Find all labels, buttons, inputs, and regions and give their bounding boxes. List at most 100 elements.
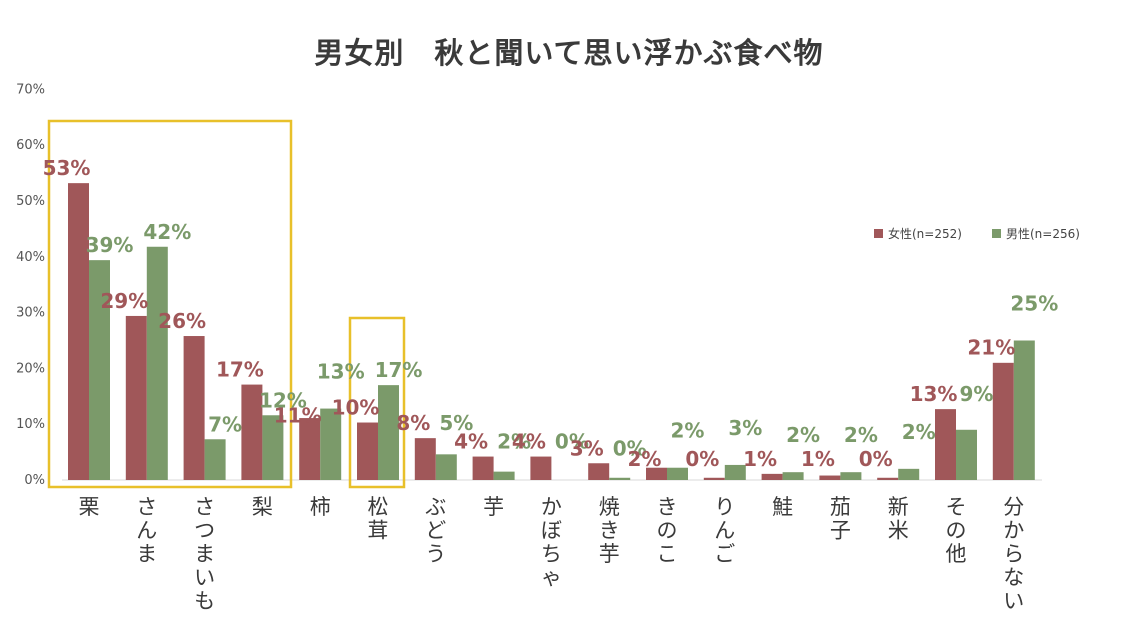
x-tick-char: 新	[888, 495, 909, 519]
x-tick-char: 分	[1003, 495, 1024, 519]
data-label: 3%	[570, 436, 604, 460]
bar-female	[761, 473, 783, 480]
data-label: 21%	[967, 336, 1015, 360]
x-tick-char: ぼ	[541, 519, 562, 543]
bar-male	[782, 472, 804, 480]
bar-male	[898, 468, 920, 480]
x-tick-char: ん	[714, 519, 735, 543]
y-tick-label: 10%	[16, 417, 45, 432]
bar-male	[840, 472, 862, 480]
data-label: 3%	[728, 416, 762, 440]
bar-female	[414, 438, 436, 480]
legend-label: 男性(n=256)	[1006, 227, 1080, 241]
x-tick-char: 松	[368, 495, 389, 519]
data-label: 11%	[274, 404, 322, 428]
data-label: 7%	[208, 412, 242, 436]
x-tick-char: な	[1003, 566, 1024, 590]
bar-female	[530, 456, 552, 480]
data-label: 8%	[396, 411, 430, 435]
x-tick-char: さ	[136, 495, 157, 519]
data-label: 5%	[439, 411, 473, 435]
data-label: 2%	[671, 419, 705, 443]
x-tick-char: ん	[136, 519, 157, 543]
legend-swatch	[992, 229, 1001, 238]
data-label: 13%	[317, 360, 365, 384]
data-label: 13%	[910, 382, 958, 406]
bar-male	[262, 415, 284, 480]
bar-male	[204, 439, 226, 480]
x-tick-char: 芋	[483, 495, 504, 519]
x-tick-char: 焼	[599, 495, 620, 519]
data-label: 26%	[158, 309, 206, 333]
x-tick-char: 茸	[368, 519, 389, 543]
x-tick-char: こ	[657, 542, 678, 566]
data-label: 9%	[960, 382, 994, 406]
bar-female	[299, 418, 321, 480]
legend-label: 女性(n=252)	[888, 226, 962, 241]
x-tick-char: 梨	[252, 495, 273, 519]
data-label: 0%	[859, 447, 893, 471]
x-tick-char: 他	[946, 542, 967, 566]
data-label: 2%	[628, 447, 662, 471]
bar-male	[435, 454, 457, 480]
data-label: 1%	[743, 447, 777, 471]
data-label: 2%	[844, 423, 878, 447]
y-tick-label: 30%	[16, 306, 45, 321]
x-tick-char: う	[425, 542, 446, 566]
bar-female	[703, 477, 725, 480]
bar-male	[724, 464, 746, 480]
x-tick-char: ま	[136, 542, 157, 566]
x-tick-char: き	[599, 519, 620, 543]
x-tick-char: ど	[425, 519, 446, 543]
data-label: 29%	[100, 289, 148, 313]
bar-male	[320, 408, 342, 480]
x-tick-char: ご	[714, 542, 735, 566]
x-tick-char: り	[714, 495, 735, 519]
x-tick-char: ゃ	[541, 566, 562, 590]
x-tick-char: い	[194, 566, 215, 590]
bar-male	[378, 385, 399, 480]
bar-female	[819, 475, 841, 480]
data-label: 2%	[786, 423, 820, 447]
data-label: 25%	[1010, 292, 1058, 316]
bar-female	[877, 477, 899, 480]
bar-female	[992, 362, 1014, 480]
bar-male	[493, 471, 515, 480]
bar-female	[357, 422, 378, 480]
bar-male	[609, 477, 631, 480]
data-label: 0%	[685, 447, 719, 471]
data-label: 17%	[216, 358, 264, 382]
data-label: 0%	[613, 436, 647, 460]
data-label: 53%	[43, 156, 91, 180]
bar-male	[956, 429, 977, 480]
data-label: 39%	[86, 233, 134, 257]
x-tick-char: き	[657, 495, 678, 519]
x-tick-char: 柿	[310, 495, 331, 519]
bar-male	[89, 260, 110, 480]
chart-title: 男女別 秋と聞いて思い浮かぶ食べ物	[314, 36, 824, 70]
highlight-box-top-four	[47, 119, 293, 489]
data-label: 2%	[902, 420, 936, 444]
highlight-box-matsutake	[348, 316, 406, 489]
bar-male	[1013, 340, 1035, 480]
bar-female	[183, 336, 205, 480]
data-label: 4%	[512, 430, 546, 454]
x-tick-char: ま	[194, 542, 215, 566]
x-tick-char: い	[1003, 589, 1024, 613]
x-tick-char: ら	[1003, 542, 1024, 566]
y-tick-label: 20%	[16, 361, 45, 376]
x-tick-char: ぶ	[425, 495, 446, 519]
data-label: 42%	[143, 220, 191, 244]
x-tick-char: か	[541, 495, 562, 519]
x-tick-char: さ	[194, 495, 215, 519]
data-label: 0%	[555, 430, 589, 454]
bar-male	[146, 246, 168, 480]
data-label: 17%	[375, 358, 423, 382]
x-tick-char: 子	[830, 519, 851, 543]
bar-male	[667, 467, 688, 480]
data-label: 4%	[454, 430, 488, 454]
bar-female	[472, 456, 494, 480]
data-label: 12%	[259, 388, 307, 412]
legend-swatch	[874, 229, 883, 238]
